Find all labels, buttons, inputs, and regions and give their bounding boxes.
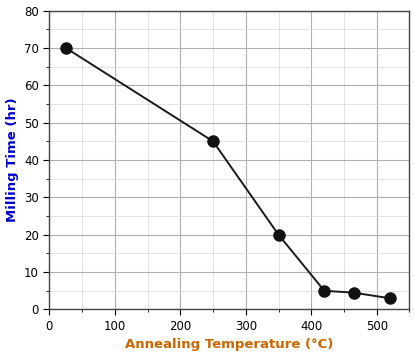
Y-axis label: Milling Time (hr): Milling Time (hr) <box>5 98 19 222</box>
X-axis label: Annealing Temperature (°C): Annealing Temperature (°C) <box>125 338 334 351</box>
